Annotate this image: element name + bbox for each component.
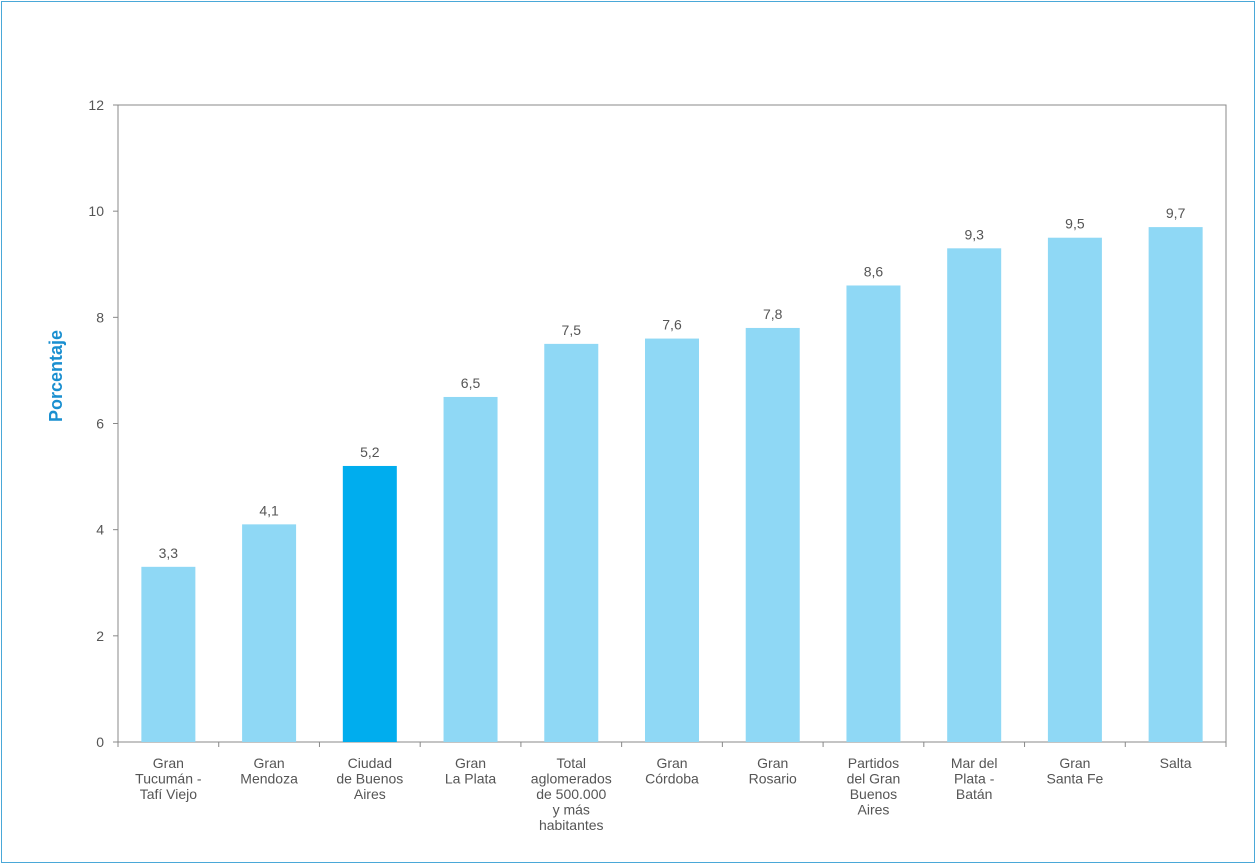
category-line: Mar del (951, 755, 998, 771)
category-line: Gran (757, 755, 788, 771)
x-category-label: Gran Rosario (749, 755, 797, 787)
x-category-label: Gran Tucumán -Tafí Viejo (135, 755, 202, 802)
x-category-label: Gran Mendoza (240, 755, 298, 787)
category-line: Total (556, 755, 586, 771)
x-category-label: Total aglomerados de 500.000 y más habitante… (531, 755, 612, 833)
category-line: y más (553, 802, 590, 818)
bar (544, 344, 598, 742)
bar (947, 248, 1001, 742)
category-line: de 500.000 (536, 786, 606, 802)
data-label: 7,5 (562, 322, 582, 338)
category-line: Aires (354, 786, 386, 802)
category-line: Plata - (954, 771, 995, 787)
category-line: Córdoba (645, 771, 699, 787)
x-category-label: Gran Santa Fe (1046, 755, 1103, 787)
category-line: Buenos (850, 786, 897, 802)
category-line: Gran (254, 755, 285, 771)
x-category-label: Ciudad de Buenos Aires (336, 755, 403, 802)
category-line: Ciudad (348, 755, 392, 771)
x-category-label: Gran Córdoba (645, 755, 699, 787)
y-tick-label: 2 (96, 628, 104, 644)
category-line: Gran (153, 755, 184, 771)
bar (645, 339, 699, 742)
y-tick-label: 12 (88, 97, 104, 113)
category-line: Partidos (848, 755, 899, 771)
data-label: 9,5 (1065, 216, 1085, 232)
category-line: Tafí Viejo (140, 786, 198, 802)
category-line: Tucumán - (135, 771, 202, 787)
y-tick-label: 10 (88, 203, 104, 219)
category-line: aglomerados (531, 771, 612, 787)
category-line: Rosario (749, 771, 797, 787)
category-line: Aires (858, 802, 890, 818)
category-line: La Plata (445, 771, 497, 787)
y-tick-label: 4 (96, 522, 104, 538)
category-line: del Gran (847, 771, 901, 787)
category-line: habitantes (539, 817, 604, 833)
bar (444, 397, 498, 742)
category-line: de Buenos (336, 771, 403, 787)
category-line: Santa Fe (1046, 771, 1103, 787)
category-line: Gran (1059, 755, 1090, 771)
y-tick-label: 0 (96, 734, 104, 750)
data-label: 9,7 (1166, 205, 1186, 221)
data-label: 3,3 (159, 545, 179, 561)
y-tick-label: 6 (96, 416, 104, 432)
x-category-label: Mar del Plata -Batán (951, 755, 998, 802)
bar (846, 285, 900, 742)
bar (242, 524, 296, 742)
bars (141, 227, 1202, 742)
bar (1048, 238, 1102, 742)
data-label: 9,3 (964, 226, 984, 242)
category-line: Gran (656, 755, 687, 771)
bar (746, 328, 800, 742)
x-category-label: Partidos del Gran Buenos Aires (847, 755, 901, 818)
y-axis-label: Porcentaje (46, 330, 66, 422)
data-label: 4,1 (259, 502, 279, 518)
category-line: Batán (956, 786, 993, 802)
data-label: 8,6 (864, 263, 884, 279)
data-label: 7,6 (662, 317, 682, 333)
bar (343, 466, 397, 742)
bar (1149, 227, 1203, 742)
category-line: Gran (455, 755, 486, 771)
category-line: Mendoza (240, 771, 298, 787)
x-category-label: Gran La Plata (445, 755, 497, 787)
x-category-label: Salta (1160, 755, 1192, 771)
data-label: 7,8 (763, 306, 783, 322)
bar (141, 567, 195, 742)
y-tick-label: 8 (96, 309, 104, 325)
data-label: 6,5 (461, 375, 481, 391)
category-line: Salta (1160, 755, 1192, 771)
data-label: 5,2 (360, 444, 380, 460)
